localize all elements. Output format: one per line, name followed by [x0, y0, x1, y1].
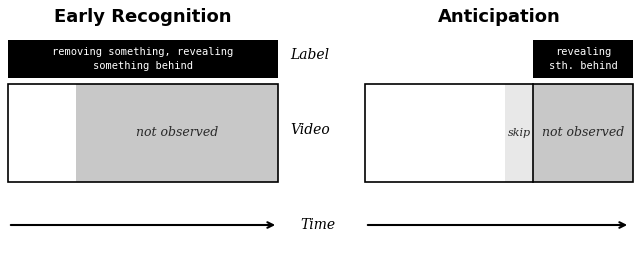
Bar: [365, 84, 505, 182]
Bar: [533, 40, 633, 78]
Bar: [533, 84, 633, 182]
Text: Label: Label: [290, 48, 329, 62]
Text: not observed: not observed: [136, 127, 218, 140]
Bar: [8, 40, 278, 78]
Text: Time: Time: [300, 218, 335, 232]
Bar: [365, 84, 633, 182]
Text: not observed: not observed: [542, 127, 624, 140]
Text: Early Recognition: Early Recognition: [54, 8, 232, 26]
Bar: [8, 84, 76, 182]
Text: removing something, revealing
something behind: removing something, revealing something …: [52, 47, 234, 71]
Text: Video: Video: [290, 123, 330, 137]
Bar: [505, 84, 533, 182]
Text: revealing
sth. behind: revealing sth. behind: [548, 47, 618, 71]
Text: skip: skip: [508, 128, 531, 138]
Bar: [76, 84, 278, 182]
Bar: [8, 84, 278, 182]
Text: Anticipation: Anticipation: [438, 8, 561, 26]
